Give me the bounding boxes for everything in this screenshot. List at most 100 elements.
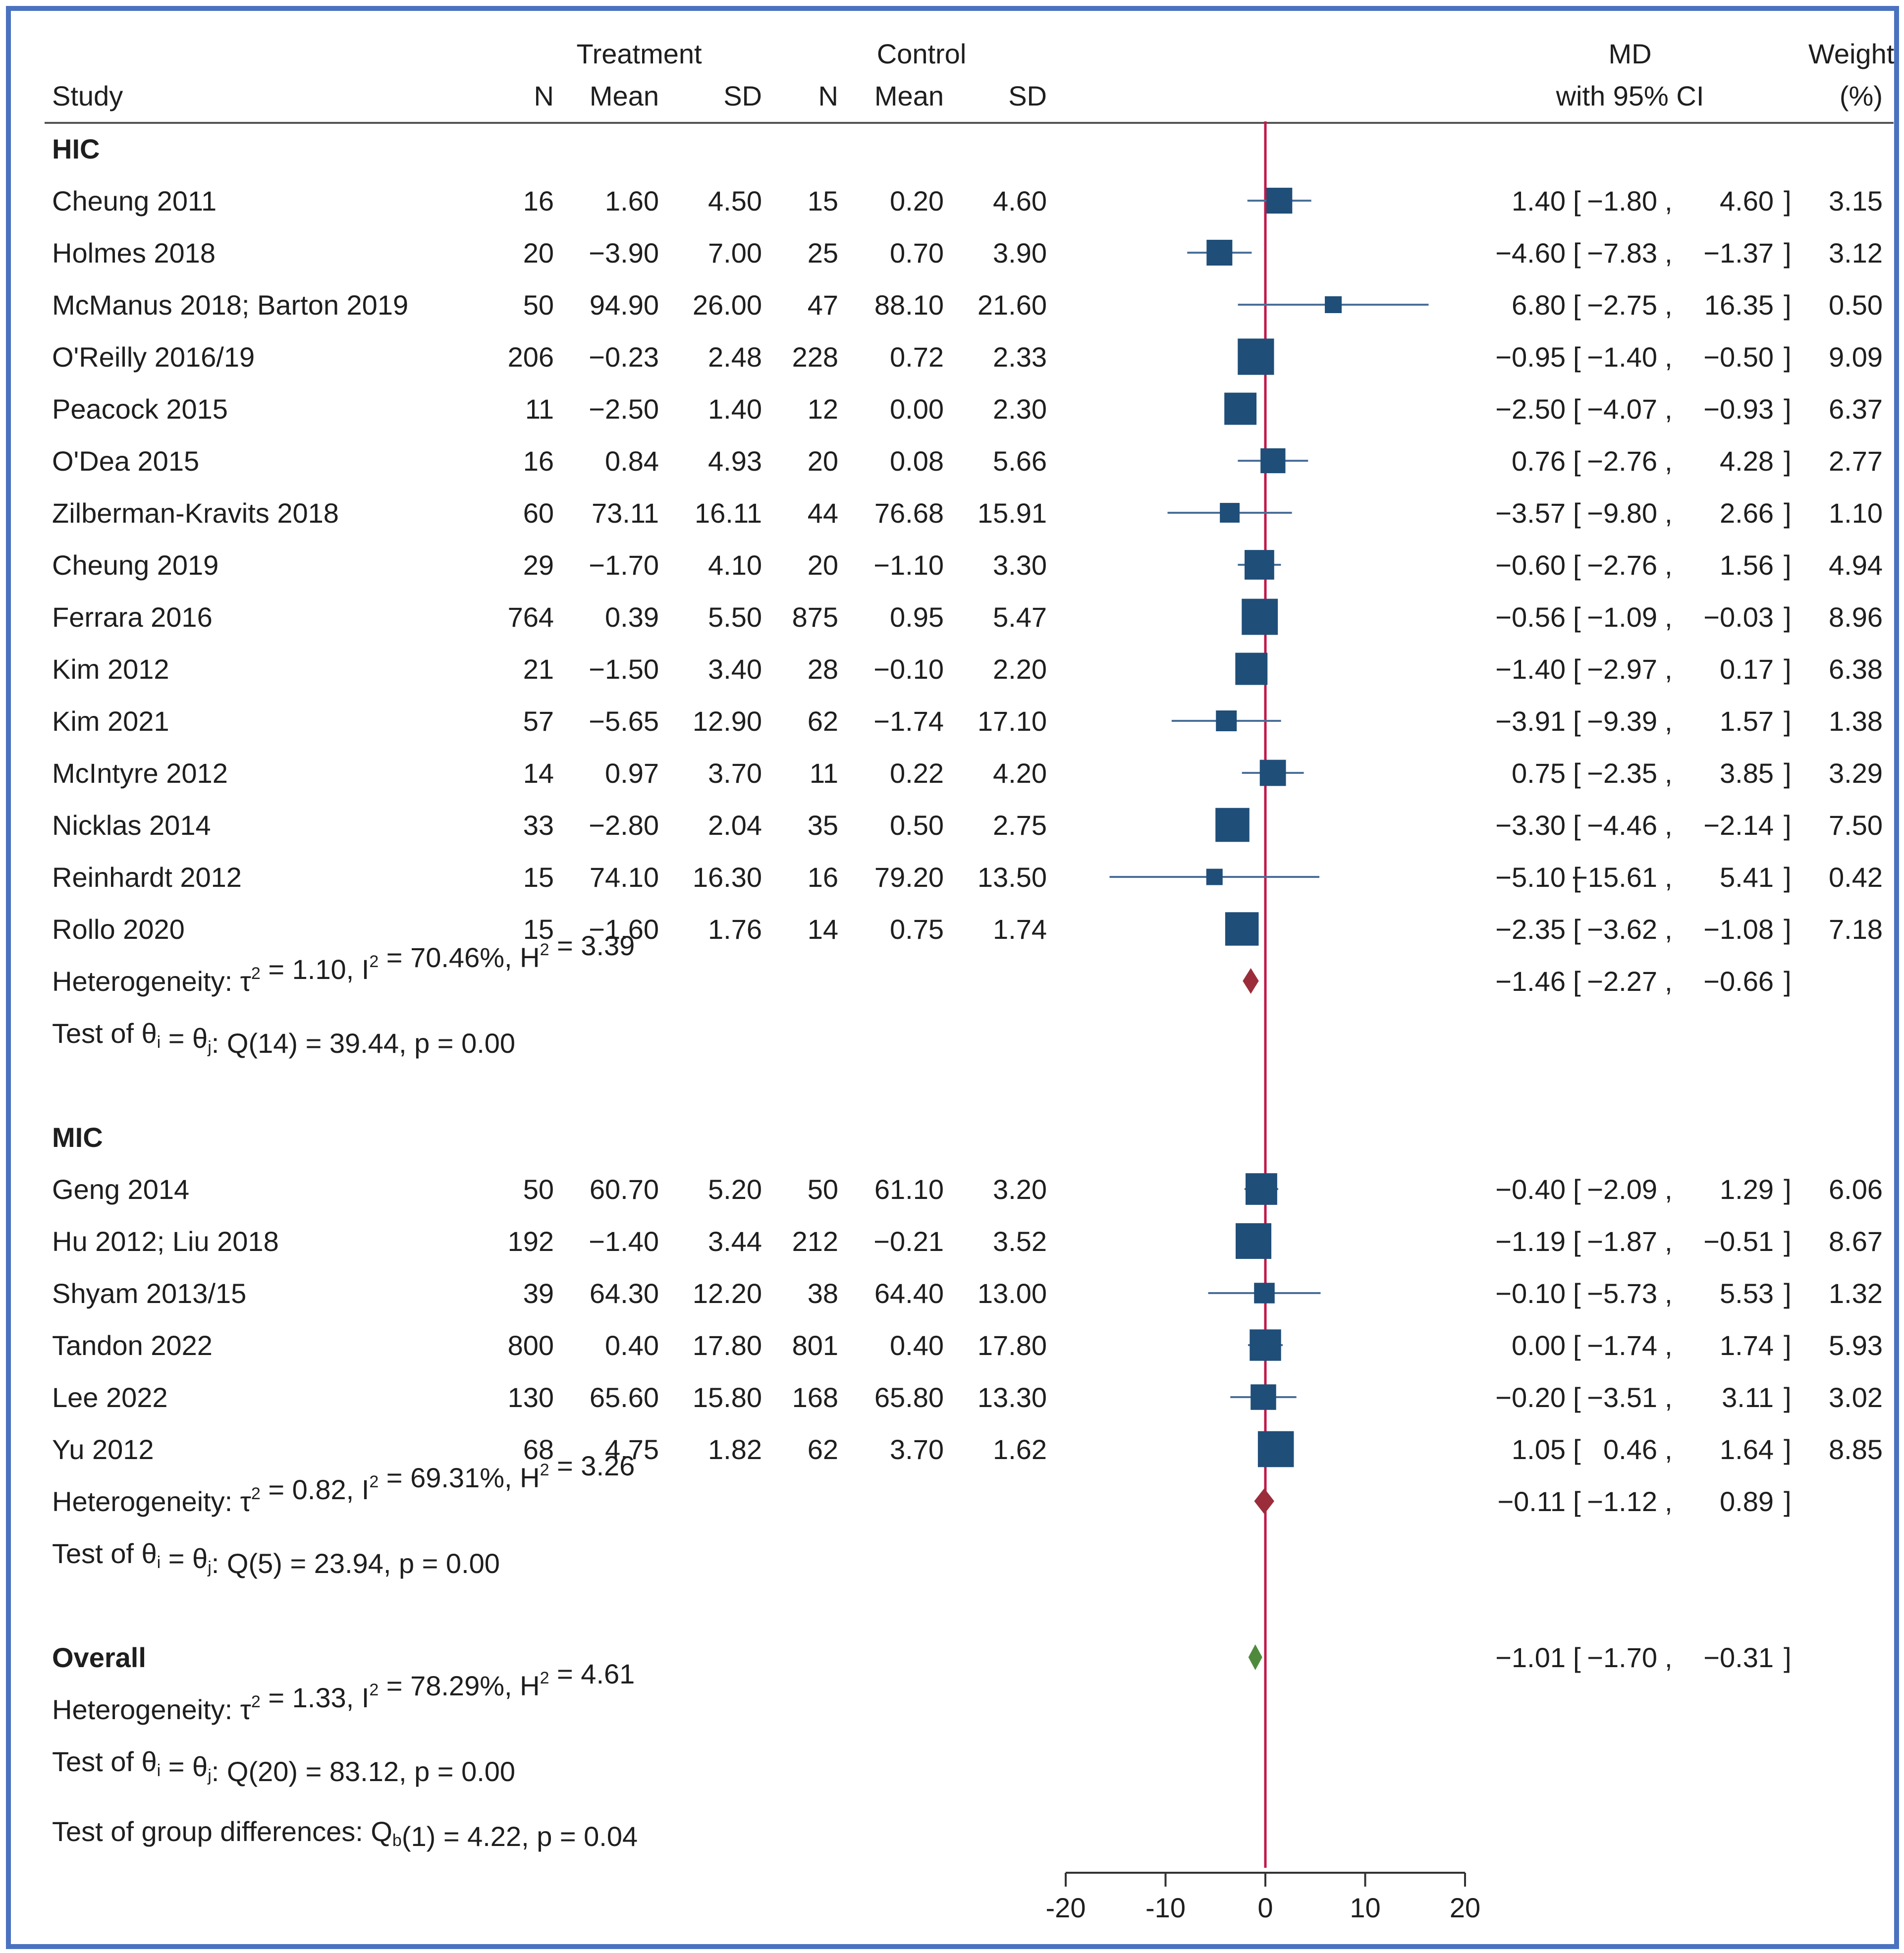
study-0-13-mean-treatment: 74.10	[590, 862, 659, 893]
study-0-6-marker	[1220, 503, 1240, 523]
study-0-6-n-treatment: 60	[523, 497, 554, 529]
study-0-7-ci-upper: 1.56	[1720, 549, 1774, 581]
study-0-4-ci-close-bracket: ]	[1784, 393, 1792, 425]
study-0-10-mean-control: −1.74	[873, 705, 944, 737]
study-1-1-md-value: −1.19	[1495, 1226, 1566, 1257]
group-1-summary-ci-lower: −1.12	[1587, 1486, 1657, 1517]
study-0-7-sd-control: 3.30	[993, 549, 1047, 581]
study-0-10-mean-treatment: −5.65	[589, 705, 659, 737]
study-1-5-ci-comma: ,	[1665, 1434, 1673, 1465]
study-0-12-weight: 7.50	[1829, 810, 1883, 841]
study-1-2-weight: 1.32	[1829, 1278, 1883, 1309]
study-1-2-ci-comma: ,	[1665, 1278, 1673, 1309]
study-0-13-ci-comma: ,	[1665, 862, 1673, 893]
overall-label: Overall	[52, 1642, 146, 1673]
study-0-9-n-treatment: 21	[523, 653, 554, 685]
study-0-1-weight: 3.12	[1829, 237, 1883, 269]
study-0-3-sd-control: 2.33	[993, 341, 1047, 373]
study-1-2-name: Shyam 2013/15	[52, 1278, 246, 1309]
study-0-1-mean-treatment: −3.90	[589, 237, 659, 269]
study-0-13-sd-treatment: 16.30	[693, 862, 762, 893]
study-0-6-ci-close-bracket: ]	[1784, 497, 1792, 529]
study-1-2-mean-treatment: 64.30	[590, 1278, 659, 1309]
study-0-6-weight: 1.10	[1829, 497, 1883, 529]
study-0-7-md-value: −0.60	[1495, 549, 1566, 581]
study-1-4-weight: 3.02	[1829, 1382, 1883, 1413]
overall-md-value: −1.01	[1495, 1642, 1566, 1673]
study-1-4-ci-lower: −3.51	[1587, 1382, 1657, 1413]
study-1-5-ci-upper: 1.64	[1720, 1434, 1774, 1465]
study-0-4-md-value: −2.50	[1495, 393, 1566, 425]
study-0-11-ci-comma: ,	[1665, 758, 1673, 789]
study-0-0-marker	[1266, 187, 1293, 214]
study-0-3-name: O'Reilly 2016/19	[52, 341, 255, 373]
study-1-0-ci-comma: ,	[1665, 1174, 1673, 1205]
study-0-9-sd-treatment: 3.40	[708, 653, 762, 685]
study-1-4-marker	[1251, 1384, 1276, 1410]
study-0-0-ci-close-bracket: ]	[1784, 185, 1792, 217]
study-0-3-weight: 9.09	[1829, 341, 1883, 373]
study-0-13-ci-close-bracket: ]	[1784, 862, 1792, 893]
study-0-8-mean-treatment: 0.39	[605, 601, 659, 633]
header-ci: with 95% CI	[1556, 80, 1704, 111]
study-0-0-weight: 3.15	[1829, 185, 1883, 217]
study-0-13-n-control: 16	[808, 862, 838, 893]
study-0-4-ci-lower: −4.07	[1587, 393, 1657, 425]
study-1-3-md-value: 0.00	[1512, 1330, 1566, 1361]
study-0-4-sd-control: 2.30	[993, 393, 1047, 425]
study-0-4-ci-comma: ,	[1665, 393, 1673, 425]
header-sd-control: SD	[1008, 80, 1047, 111]
study-0-2-name: McManus 2018; Barton 2019	[52, 289, 408, 321]
study-0-4-sd-treatment: 1.40	[708, 393, 762, 425]
study-0-12-sd-control: 2.75	[993, 810, 1047, 841]
study-0-12-sd-treatment: 2.04	[708, 810, 762, 841]
study-0-9-ci-close-bracket: ]	[1784, 653, 1792, 685]
study-0-2-sd-treatment: 26.00	[693, 289, 762, 321]
study-0-11-n-treatment: 14	[523, 758, 554, 789]
study-0-14-ci-upper: −1.08	[1703, 914, 1774, 945]
study-0-2-n-control: 47	[808, 289, 838, 321]
study-0-8-name: Ferrara 2016	[52, 601, 213, 633]
study-0-12-ci-comma: ,	[1665, 810, 1673, 841]
study-1-5-mean-treatment: 4.75	[605, 1434, 659, 1465]
study-0-3-md-value: −0.95	[1495, 341, 1566, 373]
study-0-5-mean-control: 0.08	[890, 445, 944, 477]
study-0-4-ci-upper: −0.93	[1703, 393, 1774, 425]
header-weight-pct: (%)	[1840, 80, 1883, 111]
study-1-5-n-control: 62	[808, 1434, 838, 1465]
study-0-2-sd-control: 21.60	[978, 289, 1047, 321]
x-tick-label-2: 0	[1257, 1892, 1273, 1923]
study-0-10-marker	[1216, 710, 1237, 731]
study-0-2-mean-treatment: 94.90	[590, 289, 659, 321]
study-0-10-ci-open-bracket: [	[1573, 705, 1581, 737]
study-1-0-sd-control: 3.20	[993, 1174, 1047, 1205]
study-0-0-mean-control: 0.20	[890, 185, 944, 217]
study-1-3-marker	[1250, 1329, 1281, 1361]
header-control: Control	[877, 38, 967, 69]
study-0-12-ci-lower: −4.46	[1587, 810, 1657, 841]
study-0-2-ci-upper: 16.35	[1704, 289, 1774, 321]
study-0-7-ci-open-bracket: [	[1573, 549, 1581, 581]
header-mean-treatment: Mean	[590, 80, 659, 111]
study-0-14-weight: 7.18	[1829, 914, 1883, 945]
study-0-0-sd-control: 4.60	[993, 185, 1047, 217]
study-1-3-mean-control: 0.40	[890, 1330, 944, 1361]
study-0-5-weight: 2.77	[1829, 445, 1883, 477]
study-0-5-ci-close-bracket: ]	[1784, 445, 1792, 477]
study-0-6-ci-open-bracket: [	[1573, 497, 1581, 529]
study-0-8-ci-lower: −1.09	[1587, 601, 1657, 633]
study-0-14-marker	[1225, 912, 1259, 946]
study-1-0-marker	[1246, 1173, 1277, 1205]
study-0-6-md-value: −3.57	[1495, 497, 1566, 529]
study-1-1-ci-open-bracket: [	[1573, 1226, 1581, 1257]
study-0-8-ci-open-bracket: [	[1573, 601, 1581, 633]
study-1-0-ci-close-bracket: ]	[1784, 1174, 1792, 1205]
study-1-1-ci-close-bracket: ]	[1784, 1226, 1792, 1257]
study-0-5-name: O'Dea 2015	[52, 445, 199, 477]
study-0-5-ci-lower: −2.76	[1587, 445, 1657, 477]
study-1-4-n-control: 168	[792, 1382, 838, 1413]
study-0-11-ci-lower: −2.35	[1587, 758, 1657, 789]
study-0-10-n-control: 62	[808, 705, 838, 737]
study-1-3-ci-lower: −1.74	[1587, 1330, 1657, 1361]
